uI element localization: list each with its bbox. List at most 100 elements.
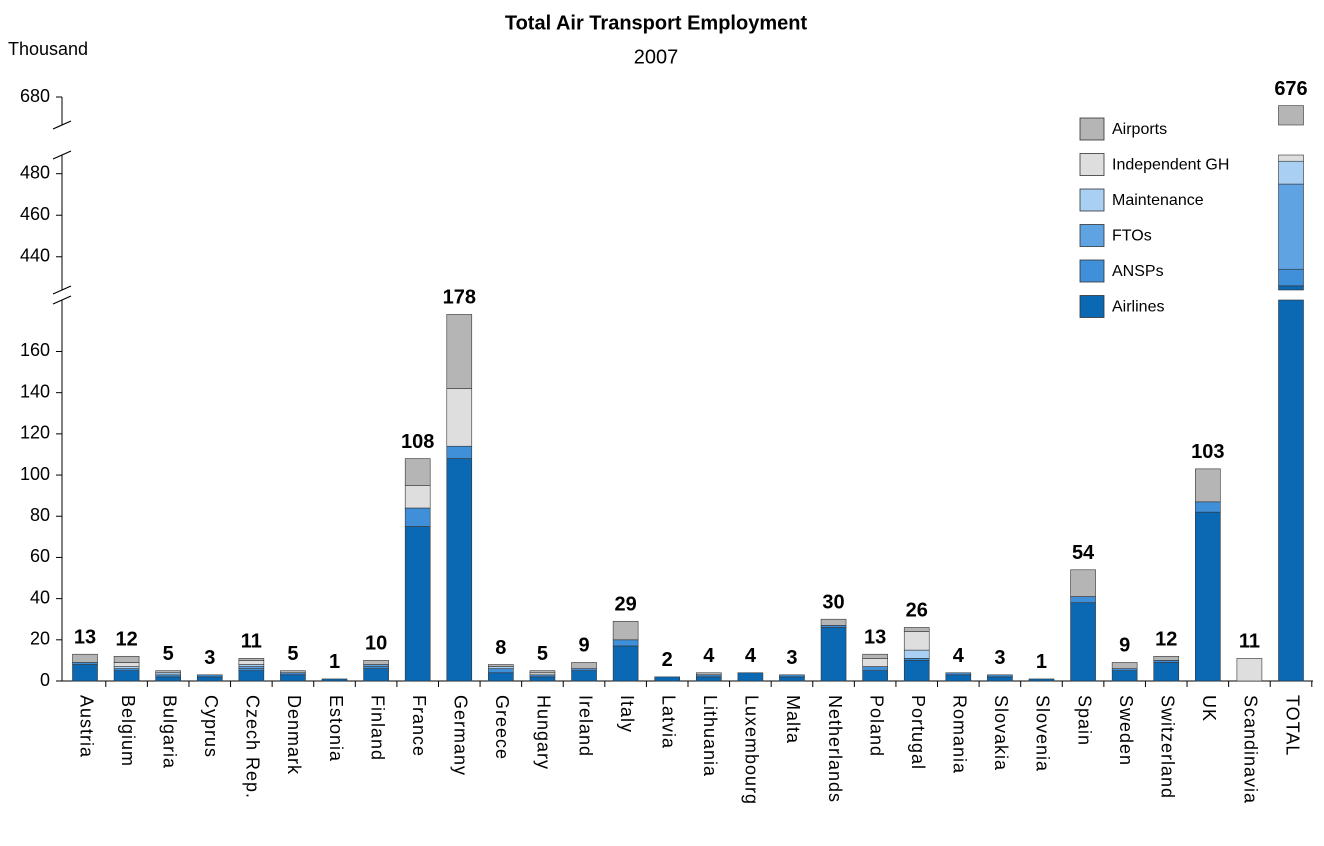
bar-segment xyxy=(280,672,306,676)
x-tick-label: Slovenia xyxy=(1033,695,1053,772)
y-tick-label: 680 xyxy=(20,86,50,106)
bar-segment xyxy=(238,658,265,661)
y-tick-label: 100 xyxy=(20,464,50,484)
bar-segment xyxy=(488,672,514,682)
total-label: 5 xyxy=(287,643,298,665)
legend-label: FTOs xyxy=(1112,228,1152,245)
y-tick-label: 0 xyxy=(40,670,50,690)
axis-break xyxy=(52,120,72,130)
total-label: 9 xyxy=(578,635,589,657)
bar-segment xyxy=(72,664,98,682)
bar-segment xyxy=(363,660,389,665)
legend-swatch xyxy=(1079,295,1105,318)
bar-segment xyxy=(1195,501,1221,513)
bar-segment xyxy=(404,526,431,682)
bar-segment xyxy=(820,625,847,628)
bar-segment xyxy=(238,660,265,665)
bar-segment xyxy=(903,658,930,661)
bar-segment xyxy=(571,662,597,669)
bar-segment xyxy=(72,662,98,665)
bar-segment xyxy=(945,674,972,682)
bar-segment xyxy=(113,655,140,663)
bar-segment xyxy=(363,668,389,682)
x-tick-label: Netherlands xyxy=(825,695,845,803)
bar-segment xyxy=(862,653,888,659)
x-tick-label: Ireland xyxy=(575,695,595,757)
total-label: 12 xyxy=(115,629,137,651)
bar-segment xyxy=(862,666,888,672)
y-tick-label: 140 xyxy=(20,381,50,401)
bar-segment xyxy=(1278,154,1304,162)
bar-segment xyxy=(903,627,930,632)
legend-swatch xyxy=(1079,153,1105,176)
legend-label: Maintenance xyxy=(1112,192,1204,209)
bar-segment xyxy=(695,672,722,676)
bar-segment xyxy=(321,678,348,682)
total-label: 2 xyxy=(662,649,673,671)
bar-segment xyxy=(529,676,556,682)
bar-segment xyxy=(488,668,514,674)
total-label: 1 xyxy=(1036,651,1047,673)
bar-segment xyxy=(1278,105,1304,126)
y-tick-label: 460 xyxy=(20,204,50,224)
bar-segment xyxy=(779,676,805,682)
axis-break xyxy=(52,295,72,305)
bar-segment xyxy=(529,674,556,678)
bar-segment xyxy=(363,664,389,667)
y-tick-label: 160 xyxy=(20,340,50,360)
bar-segment xyxy=(404,458,431,486)
bar-segment xyxy=(1070,602,1096,682)
bar-segment xyxy=(155,676,181,682)
total-label: 12 xyxy=(1155,629,1177,651)
bar-segment xyxy=(903,660,930,682)
bar-segment xyxy=(446,445,473,459)
bar-segment xyxy=(654,676,681,682)
bar-segment xyxy=(1070,596,1096,604)
bar-segment xyxy=(945,672,972,676)
x-tick-label: Italy xyxy=(617,695,637,733)
bar-segment xyxy=(238,668,265,672)
x-tick-label: Cyprus xyxy=(201,695,221,758)
bar-segment xyxy=(155,670,181,674)
y-tick-label: 440 xyxy=(20,246,50,266)
legend-label: ANSPs xyxy=(1112,263,1164,280)
x-tick-label: Lithuania xyxy=(700,695,720,777)
bar-segment xyxy=(820,618,847,626)
x-tick-label: Sweden xyxy=(1116,695,1136,766)
bar-segment xyxy=(404,485,431,509)
legend-swatch xyxy=(1079,259,1105,283)
x-tick-label: Switzerland xyxy=(1157,695,1177,799)
y-tick-label: 120 xyxy=(20,423,50,443)
bar-segment xyxy=(571,668,597,672)
bar-segment xyxy=(446,314,473,389)
bar-segment xyxy=(571,670,597,682)
legend-label: Airlines xyxy=(1112,299,1164,316)
bar-segment xyxy=(695,674,722,678)
total-label: 4 xyxy=(953,645,965,667)
bar-segment xyxy=(1195,511,1221,682)
y-tick-label: 60 xyxy=(30,546,50,566)
bar-segment xyxy=(695,676,722,682)
legend-swatch xyxy=(1079,188,1105,212)
x-tick-label: Malta xyxy=(783,695,803,744)
bar-segment xyxy=(238,664,265,667)
total-label: 9 xyxy=(1119,635,1130,657)
x-tick-label: Scandinavia xyxy=(1241,695,1261,804)
bar-segment xyxy=(737,672,764,682)
total-label: 5 xyxy=(163,643,174,665)
bar-segment xyxy=(280,674,306,682)
bar-segment xyxy=(1195,468,1221,503)
total-label: 10 xyxy=(365,633,387,655)
total-label: 30 xyxy=(822,591,844,613)
x-tick-label: Estonia xyxy=(326,695,346,762)
x-tick-label: Czech Rep. xyxy=(243,695,263,799)
bar-segment xyxy=(446,388,473,447)
axis-break xyxy=(52,285,72,295)
bar-segment xyxy=(1028,678,1055,682)
x-tick-label: Finland xyxy=(367,695,387,761)
total-label: 4 xyxy=(745,645,757,667)
total-label: 103 xyxy=(1191,441,1224,463)
total-label: 26 xyxy=(906,600,928,622)
x-tick-label: Romania xyxy=(950,695,970,774)
